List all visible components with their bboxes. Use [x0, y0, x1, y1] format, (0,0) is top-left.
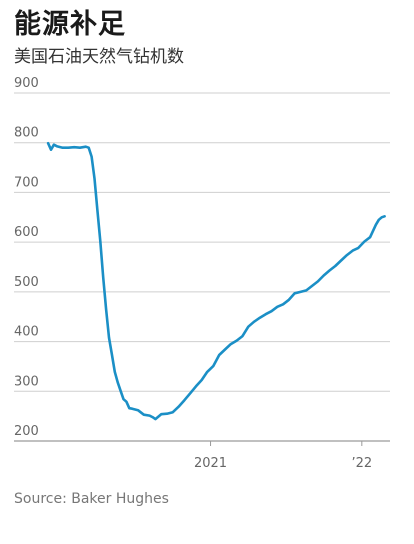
- y-tick-label-400: 400: [14, 325, 39, 340]
- y-tick-label-600: 600: [14, 225, 39, 240]
- x-axis: 2021 ’22: [194, 441, 372, 471]
- y-tick-label-700: 700: [14, 175, 39, 190]
- y-tick-label-800: 800: [14, 126, 39, 141]
- rig-count-line: [46, 141, 386, 421]
- grid-lines: [14, 92, 390, 442]
- y-tick-label-900: 900: [14, 76, 39, 91]
- chart-title: 能源补足: [14, 9, 126, 40]
- x-tick-label-1: ’22: [351, 456, 372, 471]
- x-tick-label-0: 2021: [194, 456, 227, 471]
- series-layer: [46, 141, 386, 421]
- y-axis-tick-labels: 200 300 400 500 600 700 800 900: [14, 76, 39, 439]
- y-tick-label-500: 500: [14, 275, 39, 290]
- y-tick-label-200: 200: [14, 424, 39, 439]
- y-tick-label-300: 300: [14, 374, 39, 389]
- source-note: Source: Baker Hughes: [14, 491, 169, 507]
- chart-subtitle: 美国石油天然气钻机数: [14, 47, 184, 67]
